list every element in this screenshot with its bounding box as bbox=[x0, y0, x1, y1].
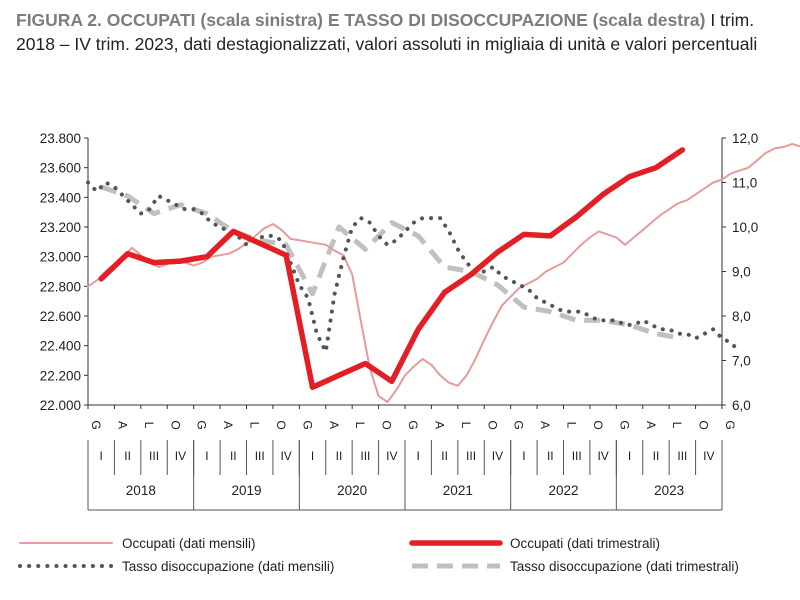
x-axis-layer: G A L O G A L O G A L O G A L O G A L O G A L O GI II III IV I II III I… bbox=[87, 404, 737, 511]
month-tick-label: G bbox=[195, 420, 209, 429]
right-tick-label: 9,0 bbox=[732, 265, 751, 280]
month-tick-label: G bbox=[300, 420, 314, 429]
right-tick-label: 7,0 bbox=[732, 354, 751, 369]
quarter-label: IV bbox=[175, 449, 186, 463]
series-line-1 bbox=[87, 142, 800, 403]
quarter-label: I bbox=[205, 449, 208, 463]
left-tick-label: 23.400 bbox=[40, 190, 81, 205]
quarter-label: III bbox=[360, 449, 370, 463]
right-tick-label: 12,0 bbox=[732, 131, 758, 146]
month-tick-label: A bbox=[432, 421, 446, 429]
chart-title: FIGURA 2. OCCUPATI (scala sinistra) E TA… bbox=[16, 10, 706, 30]
month-tick-label: L bbox=[248, 422, 262, 429]
quarter-label: II bbox=[124, 449, 131, 463]
month-tick-label: G bbox=[617, 420, 631, 429]
quarter-label: IV bbox=[703, 449, 714, 463]
left-tick-label: 23.600 bbox=[40, 161, 81, 176]
quarter-label: I bbox=[100, 449, 103, 463]
year-label: 2023 bbox=[654, 483, 684, 498]
month-tick-label: L bbox=[565, 422, 579, 429]
quarter-label: IV bbox=[492, 449, 503, 463]
series-line-4 bbox=[100, 184, 683, 341]
series-line-2 bbox=[98, 147, 686, 390]
month-tick-label: G bbox=[89, 420, 103, 429]
quarter-label: III bbox=[255, 449, 265, 463]
left-tick-label: 22.400 bbox=[40, 339, 81, 354]
left-tick-label: 23.000 bbox=[40, 250, 81, 265]
left-tick-label: 22.600 bbox=[40, 309, 81, 324]
quarter-label: I bbox=[522, 449, 525, 463]
month-tick-label: O bbox=[380, 420, 394, 429]
legend-entry-2: Occupati (dati trimestrali) bbox=[510, 536, 660, 551]
quarter-label: II bbox=[230, 449, 237, 463]
quarter-label: III bbox=[572, 449, 582, 463]
month-tick-label: O bbox=[168, 420, 182, 429]
legend: Occupati (dati mensili) Occupati (dati tr… bbox=[18, 536, 739, 574]
month-tick-label: O bbox=[697, 420, 711, 429]
legend-entry-1: Occupati (dati mensili) bbox=[122, 536, 256, 551]
quarter-label: IV bbox=[386, 449, 397, 463]
month-tick-label: L bbox=[142, 422, 156, 429]
chart-title-block: FIGURA 2. OCCUPATI (scala sinistra) E TA… bbox=[16, 8, 786, 56]
left-tick-label: 22.000 bbox=[40, 398, 81, 413]
year-label: 2022 bbox=[548, 483, 578, 498]
month-tick-label: L bbox=[353, 422, 367, 429]
quarter-label: II bbox=[653, 449, 660, 463]
legend-entry-3: Tasso disoccupazione (dati mensili) bbox=[122, 559, 334, 574]
year-label: 2020 bbox=[337, 483, 367, 498]
year-label: 2019 bbox=[231, 483, 261, 498]
year-label: 2018 bbox=[126, 483, 156, 498]
month-tick-label: L bbox=[459, 422, 473, 429]
left-tick-label: 22.800 bbox=[40, 279, 81, 294]
quarter-label: III bbox=[149, 449, 159, 463]
month-tick-label: O bbox=[274, 420, 288, 429]
quarter-label: II bbox=[441, 449, 448, 463]
legend-entry-4: Tasso disoccupazione (dati trimestrali) bbox=[510, 559, 739, 574]
quarter-label: IV bbox=[280, 449, 291, 463]
month-tick-label: L bbox=[670, 422, 684, 429]
right-tick-label: 6,0 bbox=[732, 398, 751, 413]
quarter-label: II bbox=[547, 449, 554, 463]
month-tick-label: O bbox=[485, 420, 499, 429]
month-tick-label: G bbox=[512, 420, 526, 429]
quarter-label: III bbox=[677, 449, 687, 463]
month-tick-label: A bbox=[115, 421, 129, 429]
month-tick-label: A bbox=[327, 421, 341, 429]
month-tick-label: O bbox=[591, 420, 605, 429]
right-tick-label: 11,0 bbox=[732, 176, 757, 191]
quarter-label: I bbox=[628, 449, 631, 463]
year-label: 2021 bbox=[443, 483, 473, 498]
chart-subtitle: I trim. 2018 – IV trim. 2023, dati desta… bbox=[16, 10, 758, 54]
left-tick-label: 23.200 bbox=[40, 220, 81, 235]
series-line-3 bbox=[86, 180, 742, 354]
quarter-label: III bbox=[466, 449, 476, 463]
month-tick-label: A bbox=[538, 421, 552, 429]
quarter-label: I bbox=[311, 449, 314, 463]
month-tick-label: A bbox=[644, 421, 658, 429]
quarter-label: II bbox=[336, 449, 343, 463]
month-tick-label: G bbox=[723, 420, 737, 429]
month-tick-label: A bbox=[221, 421, 235, 429]
right-tick-label: 8,0 bbox=[732, 309, 751, 324]
month-tick-label: G bbox=[406, 420, 420, 429]
right-tick-label: 10,0 bbox=[732, 220, 758, 235]
quarter-label: I bbox=[417, 449, 420, 463]
left-tick-label: 22.200 bbox=[40, 368, 81, 383]
left-tick-label: 23.800 bbox=[40, 131, 81, 146]
series-layer bbox=[86, 142, 800, 403]
quarter-label: IV bbox=[597, 449, 608, 463]
